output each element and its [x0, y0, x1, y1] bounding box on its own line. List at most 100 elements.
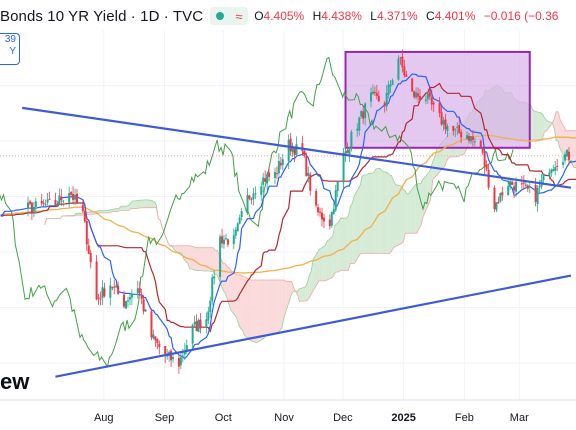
candle-body [81, 205, 84, 212]
candle-body [232, 235, 235, 245]
cloud-bear-segment [573, 130, 576, 168]
last-price-box[interactable]: 39 Y [0, 33, 20, 65]
cloud-bull-segment [538, 112, 541, 140]
cloud-bull-segment [393, 180, 396, 248]
cloud-bull-segment [430, 161, 433, 200]
candle-body [266, 174, 269, 184]
candle-body [40, 200, 43, 204]
cloud-bear-segment [560, 119, 566, 160]
candle-body [150, 311, 153, 338]
candle-body [211, 277, 214, 301]
cloud-bear-segment [271, 279, 278, 335]
candle-body [330, 211, 333, 226]
candle-body [471, 136, 474, 140]
candle-body [319, 211, 322, 213]
cloud-bull-segment [148, 199, 155, 208]
cloud-bull-segment [340, 218, 347, 271]
cloud-bear-segment [270, 279, 272, 336]
candle-body [542, 173, 545, 181]
candle-body [32, 207, 35, 212]
cloud-bear-segment [199, 247, 202, 271]
cloud-bull-segment [338, 218, 341, 273]
cloud-bear-segment [571, 130, 574, 168]
candle-body [68, 193, 71, 203]
cloud-bull-segment [391, 175, 394, 252]
watermark-text: ew [0, 369, 30, 394]
wave-icon: ≈ [235, 8, 243, 24]
cloud-bull-segment [395, 184, 402, 247]
candle-body [138, 288, 141, 293]
change-value: −0.016 (−0.36 [483, 9, 559, 23]
candle-body [322, 217, 325, 222]
cloud-bear-segment [558, 111, 561, 149]
candle-body [569, 160, 572, 162]
candle-body [403, 66, 406, 76]
cloud-bull-segment [119, 206, 122, 212]
candle-body [350, 131, 353, 148]
cloud-bull-segment [379, 168, 382, 254]
cloud-bull-segment [387, 172, 390, 254]
cloud-bull-segment [121, 206, 127, 211]
x-axis-tick-label: Aug [94, 412, 114, 424]
candle-body [97, 297, 100, 299]
candle-body [415, 92, 418, 98]
cloud-bull-segment [389, 175, 392, 254]
cloud-bear-segment [266, 279, 269, 336]
candle-body [405, 74, 408, 77]
candle-body [207, 311, 210, 321]
cloud-bear-segment [242, 276, 245, 336]
candle-body [234, 229, 237, 236]
symbol-title[interactable]: Bonds 10 YR Yield · 1D · TVC [0, 7, 204, 25]
x-axis-tick-label: Feb [455, 412, 474, 424]
cloud-bull-segment [362, 174, 365, 254]
candle-body [193, 322, 196, 325]
cloud-bull-segment [101, 210, 104, 213]
cloud-bear-segment [195, 247, 198, 271]
candle-body [28, 201, 31, 204]
candle-body [301, 143, 304, 152]
candle-body [522, 182, 525, 184]
candle-body [454, 128, 457, 130]
cloud-bull-segment [366, 173, 369, 254]
candle-body [144, 309, 147, 312]
cloud-bull-segment [130, 200, 133, 209]
candle-body [397, 58, 400, 80]
candle-body [248, 195, 251, 199]
candle-body [117, 285, 120, 294]
candle-body [156, 338, 159, 343]
candle-body [419, 96, 421, 101]
open-label: O [254, 9, 264, 23]
candle-body [226, 239, 229, 245]
candle-body [109, 285, 112, 298]
visibility-toggle[interactable]: ≈ [210, 7, 249, 25]
candle-body [87, 245, 90, 254]
candle-body [515, 181, 518, 192]
candle-body [479, 140, 482, 148]
candle-body [466, 135, 469, 140]
low-value: 4.371% [376, 9, 418, 23]
candle-body [564, 154, 567, 161]
tenkan-line [0, 73, 576, 360]
cloud-bear-segment [175, 245, 182, 254]
cloud-bear-segment [254, 279, 257, 343]
x-axis-tick-label: Dec [333, 412, 353, 424]
candle-body [136, 288, 139, 293]
candle-body [72, 193, 75, 200]
cloud-bull-segment [417, 183, 419, 234]
cloud-bear-segment [185, 245, 188, 264]
cloud-bull-segment [530, 105, 533, 140]
candle-body [399, 57, 402, 59]
candle-body [209, 300, 212, 312]
cloud-bear-segment [277, 279, 280, 333]
cloud-bull-segment [360, 176, 363, 254]
candle-body [473, 141, 476, 143]
cloud-bull-segment [332, 225, 335, 278]
cloud-bull-segment [348, 206, 351, 271]
candle-body [501, 192, 504, 196]
cloud-bull-segment [334, 223, 337, 274]
candle-body [356, 128, 359, 131]
cloud-bull-segment [128, 202, 131, 211]
candle-body [236, 223, 239, 232]
candle-body [567, 151, 570, 160]
